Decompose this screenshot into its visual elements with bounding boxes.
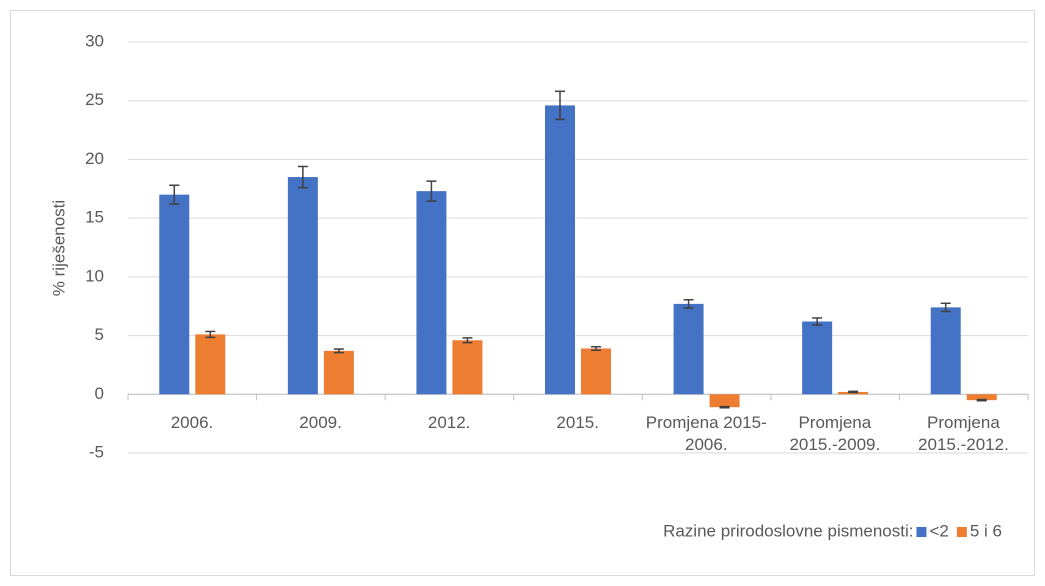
legend-swatch [916,527,927,537]
x-tick-label: Promjena 2015-2006. [645,413,767,455]
legend-swatch [956,527,967,537]
error-bar [683,299,694,309]
error-bar [205,330,216,339]
error-bar [297,165,308,189]
bar [966,394,997,401]
legend-label: <2 [929,521,948,540]
y-tick-label: 15 [85,208,104,227]
x-tick-label: 2015. [556,413,599,433]
legend-label: 5 i 6 [970,521,1002,540]
error-bar [555,90,565,121]
error-bar [333,348,344,354]
error-bar [812,317,823,326]
bar [802,321,833,395]
y-tick-label: 0 [95,384,104,403]
error-bar [462,337,473,344]
x-tick-label: 2006. [170,413,214,433]
bar [673,303,704,395]
error-bar [976,398,987,402]
bar [287,177,318,395]
bar [159,194,190,395]
error-bar [940,302,951,313]
error-bar [848,390,859,394]
y-tick-label: -5 [89,442,104,461]
error-bar [169,184,180,205]
bar [195,334,226,395]
bar [452,340,483,395]
legend-title: Razine prirodoslovne pismenosti: [663,521,913,540]
bar [545,105,575,395]
y-tick-label: 10 [85,266,104,285]
x-tick-label: Promjena 2015.-2012. [918,413,1009,455]
y-tick-label: 25 [85,90,104,109]
bar [416,191,447,395]
x-tick-label: 2012. [427,413,471,433]
error-bar [591,345,601,351]
y-tick-label: 5 [95,325,104,344]
x-tick-label: 2009. [299,413,342,433]
y-axis-label: % riješenosti [49,200,68,296]
error-bar [426,180,437,202]
x-tick-label: Promjena 2015.-2009. [789,413,881,455]
bar [930,307,961,395]
error-bar [719,405,730,409]
y-tick-label: 20 [85,149,104,168]
bar [709,394,740,408]
y-tick-label: 30 [85,31,104,50]
bar [323,350,354,395]
bar [581,348,611,395]
